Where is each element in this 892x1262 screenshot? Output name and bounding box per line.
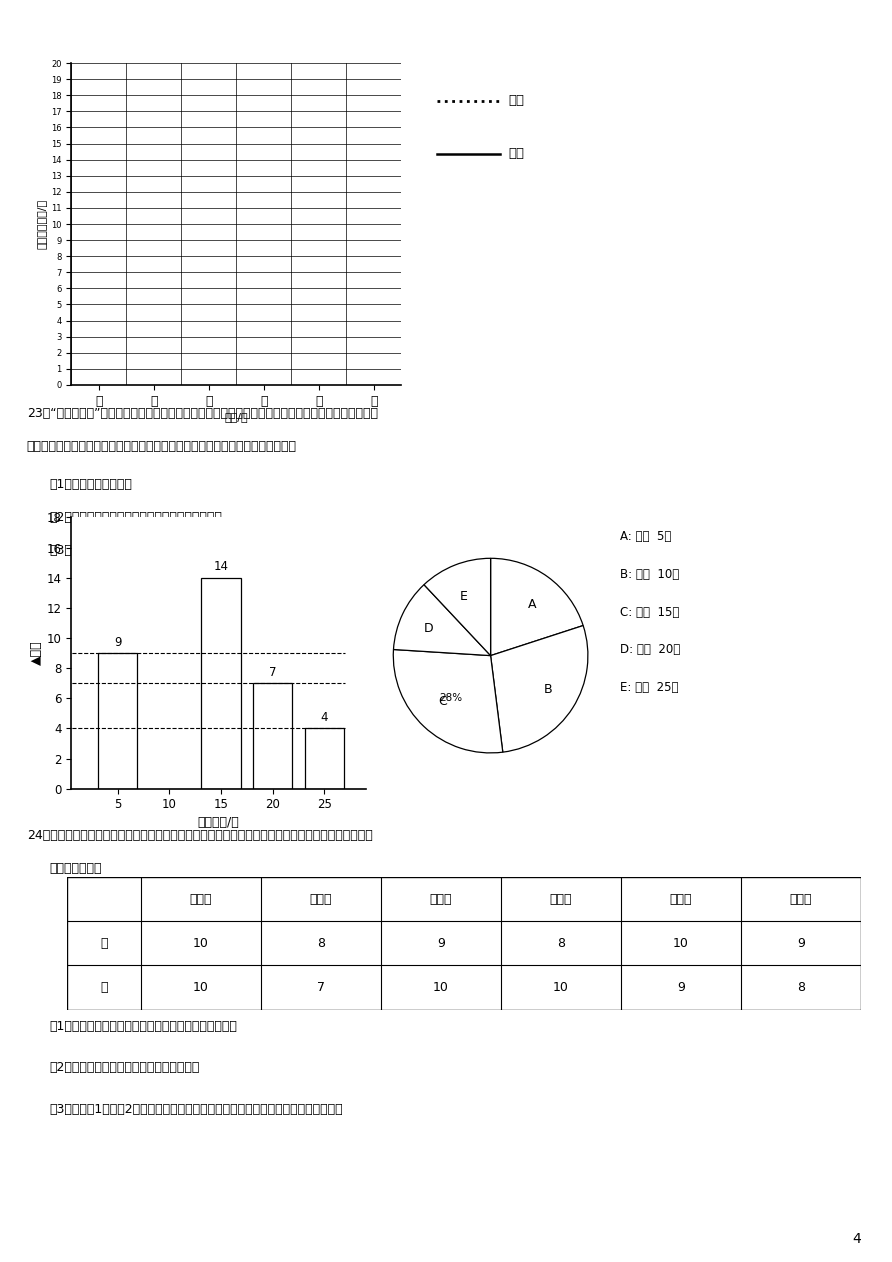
Text: 10: 10 xyxy=(193,981,209,994)
Text: E: 捐款  25元: E: 捐款 25元 xyxy=(620,681,679,694)
Text: 4: 4 xyxy=(852,1232,861,1247)
Text: 10: 10 xyxy=(433,981,449,994)
Wedge shape xyxy=(424,558,491,656)
Text: C: 捐款  15元: C: 捐款 15元 xyxy=(620,606,680,618)
Text: 第三次: 第三次 xyxy=(430,892,452,906)
X-axis label: 捐款金额/元: 捐款金额/元 xyxy=(198,815,239,829)
Text: C: C xyxy=(439,695,447,708)
Text: D: 捐款  20元: D: 捐款 20元 xyxy=(620,644,681,656)
Text: （3）该班平均每人捐款多少元？: （3）该班平均每人捐款多少元？ xyxy=(49,544,162,557)
Text: 第五次: 第五次 xyxy=(670,892,692,906)
Text: （2）将条形图补充完整，并写出捐款总额的众数；: （2）将条形图补充完整，并写出捐款总额的众数； xyxy=(49,511,222,524)
Text: 甲组: 甲组 xyxy=(508,95,524,107)
Text: B: 捐款  10元: B: 捐款 10元 xyxy=(620,568,679,581)
Text: 9: 9 xyxy=(797,936,805,950)
Text: 14: 14 xyxy=(213,560,228,573)
Text: 10: 10 xyxy=(553,981,569,994)
Bar xyxy=(305,728,344,789)
Y-axis label: ▲人数: ▲人数 xyxy=(29,641,43,665)
Text: 24．市射击队为从甲、乙两名运动员中选拨一人参加省比赛，对他们进行了六次测试，测试成绩如下表: 24．市射击队为从甲、乙两名运动员中选拨一人参加省比赛，对他们进行了六次测试，测… xyxy=(27,829,373,842)
Wedge shape xyxy=(393,650,503,753)
Text: 第一次: 第一次 xyxy=(189,892,212,906)
Text: 8: 8 xyxy=(557,936,565,950)
Text: 第六次: 第六次 xyxy=(789,892,813,906)
X-axis label: 时间/周: 时间/周 xyxy=(225,411,248,422)
Text: （2）分别计算甲、乙六次测试成绩的方差；: （2）分别计算甲、乙六次测试成绩的方差； xyxy=(49,1061,200,1074)
Text: A: A xyxy=(528,598,536,611)
Text: 8: 8 xyxy=(317,936,325,950)
Text: 9: 9 xyxy=(437,936,445,950)
Text: 9: 9 xyxy=(677,981,685,994)
Text: （1）求该班的总人数；: （1）求该班的总人数； xyxy=(49,478,132,491)
Wedge shape xyxy=(491,626,588,752)
Text: 9: 9 xyxy=(114,636,121,649)
Y-axis label: 综合成绩得分/分: 综合成绩得分/分 xyxy=(37,199,47,249)
Text: 九年级一班全体同学参加了捐款活动，该班同学捐款情况的部分统计图如图所示：: 九年级一班全体同学参加了捐款活动，该班同学捐款情况的部分统计图如图所示： xyxy=(27,440,297,453)
Bar xyxy=(98,654,137,789)
Text: 甲: 甲 xyxy=(100,936,108,950)
Bar xyxy=(253,683,293,789)
Text: 23．“最美女教师”张丽莉，为抓救两名学生，以致双腿高位截肢，社会各界纷纷为她捐款，我市某中学: 23．“最美女教师”张丽莉，为抓救两名学生，以致双腿高位截肢，社会各界纷纷为她捐… xyxy=(27,408,377,420)
Text: 10: 10 xyxy=(673,936,689,950)
Wedge shape xyxy=(491,558,583,656)
Text: 乙: 乙 xyxy=(100,981,108,994)
Text: 28%: 28% xyxy=(439,693,462,703)
Text: 7: 7 xyxy=(317,981,325,994)
Text: 8: 8 xyxy=(797,981,805,994)
Text: （1）根据表格中的数据，分别计算甲、乙的平均成绩．: （1）根据表格中的数据，分别计算甲、乙的平均成绩． xyxy=(49,1020,237,1032)
Text: B: B xyxy=(544,683,553,697)
Text: 第四次: 第四次 xyxy=(549,892,573,906)
Text: 4: 4 xyxy=(320,711,328,724)
Text: E: E xyxy=(459,591,467,603)
Text: 第二次: 第二次 xyxy=(310,892,332,906)
Bar xyxy=(202,578,241,789)
Wedge shape xyxy=(393,584,491,656)
Text: A: 捐款  5元: A: 捐款 5元 xyxy=(620,530,672,543)
Text: （3）根据（1）、（2）计算的结果，你认为推荐谁参加省比赛更合适，请说明理由．: （3）根据（1）、（2）计算的结果，你认为推荐谁参加省比赛更合适，请说明理由． xyxy=(49,1103,343,1116)
Text: 7: 7 xyxy=(269,666,277,679)
Text: （单位：环）：: （单位：环）： xyxy=(49,862,102,875)
Text: 10: 10 xyxy=(193,936,209,950)
Text: 乙组: 乙组 xyxy=(508,148,524,160)
Text: D: D xyxy=(424,622,434,635)
